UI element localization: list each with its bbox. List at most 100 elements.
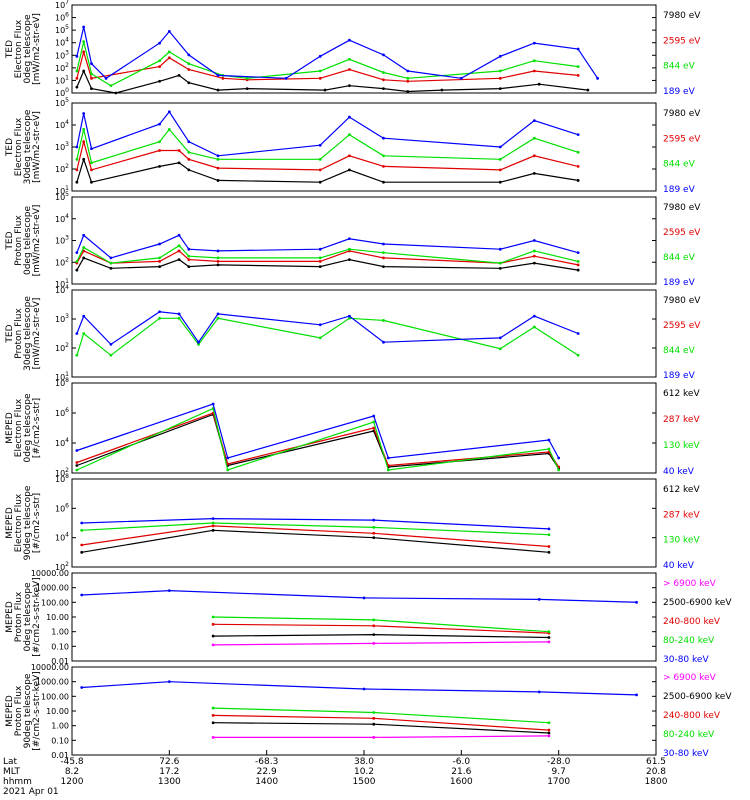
- data-point: [372, 722, 376, 726]
- y-tick-label: 0.10: [51, 642, 69, 651]
- y-axis-label: Electron Flux: [14, 493, 24, 552]
- data-point: [596, 76, 599, 80]
- data-point: [586, 88, 590, 92]
- series-2595-ev: [76, 49, 579, 82]
- data-point: [382, 136, 385, 140]
- data-point: [576, 332, 580, 335]
- data-point: [82, 332, 86, 335]
- data-point: [348, 84, 351, 88]
- data-point: [82, 140, 86, 144]
- data-point: [382, 251, 385, 255]
- data-point: [372, 420, 376, 424]
- series-189-ev: [76, 311, 579, 346]
- data-point: [177, 312, 181, 316]
- data-point: [90, 161, 93, 165]
- data-point: [382, 53, 385, 57]
- data-point: [187, 157, 191, 161]
- y-tick-label: 10000.00: [31, 663, 69, 672]
- y-axis-label: Proton Flux: [14, 308, 24, 359]
- data-point: [386, 456, 390, 460]
- x-tick-label: 1400: [255, 777, 278, 787]
- series-189-ev: [76, 26, 599, 80]
- y-axis-label: [#/cm2-s-str-keV]: [32, 577, 42, 656]
- series-40-kev: [76, 403, 560, 459]
- data-point: [177, 161, 181, 165]
- data-point: [75, 449, 79, 452]
- legend-entry: 2595 eV: [663, 228, 701, 238]
- data-point: [216, 154, 220, 158]
- data-point: [372, 414, 376, 418]
- data-point: [547, 728, 551, 732]
- x-row-label: hhmm: [3, 777, 32, 787]
- data-point: [158, 65, 162, 68]
- data-point: [80, 528, 84, 532]
- data-point: [382, 78, 385, 82]
- data-point: [75, 168, 79, 172]
- data-point: [197, 342, 200, 346]
- series-2500-6900-kev: [213, 633, 549, 639]
- y-tick-label: 103: [55, 235, 69, 246]
- data-point: [167, 110, 171, 114]
- legend-entry: 240-800 keV: [663, 617, 721, 627]
- data-point: [158, 79, 162, 83]
- data-point: [187, 53, 191, 57]
- data-point: [318, 247, 322, 251]
- data-point: [318, 256, 322, 260]
- data-point: [80, 686, 84, 689]
- data-point: [75, 76, 79, 80]
- data-point: [82, 25, 86, 29]
- data-point: [158, 242, 162, 246]
- data-point: [75, 54, 79, 58]
- data-point: [318, 157, 322, 161]
- data-point: [532, 59, 536, 63]
- data-point: [372, 518, 376, 522]
- y-axis-label: Proton Flux: [14, 685, 24, 736]
- legend-entry: 287 keV: [663, 510, 700, 520]
- legend-entry: 80-240 keV: [663, 636, 715, 646]
- y-axis-label: 0deg telescope: [23, 393, 33, 463]
- data-point: [576, 150, 580, 154]
- data-point: [90, 62, 93, 66]
- data-point: [90, 168, 93, 172]
- data-point: [498, 145, 502, 149]
- y-tick-label: 100.00: [41, 598, 69, 607]
- data-point: [90, 180, 93, 184]
- data-point: [158, 140, 162, 144]
- data-point: [177, 249, 181, 253]
- data-point: [348, 316, 351, 320]
- y-tick-label: 104: [55, 437, 69, 448]
- legend-entry: 130 keV: [663, 536, 700, 546]
- data-point: [211, 736, 215, 739]
- data-point: [90, 72, 93, 76]
- legend-entry: 189 eV: [663, 371, 696, 381]
- y-tick-label: 102: [55, 467, 69, 478]
- data-point: [167, 680, 171, 684]
- data-point: [382, 265, 385, 268]
- data-point: [216, 256, 220, 260]
- data-point: [547, 640, 551, 644]
- data-point: [547, 447, 551, 451]
- data-point: [226, 456, 230, 460]
- data-point: [576, 65, 580, 68]
- data-point: [187, 62, 191, 66]
- y-tick-label: 1000.00: [36, 678, 69, 687]
- data-point: [576, 353, 580, 357]
- data-point: [576, 179, 580, 182]
- x-tick-label: 22.9: [257, 767, 277, 777]
- data-point: [167, 589, 171, 592]
- data-point: [167, 127, 171, 131]
- data-point: [547, 533, 551, 537]
- series-2500-6900-kev: [213, 722, 549, 734]
- data-point: [406, 90, 410, 93]
- panel-meped-e-0: 102 104 106 108 MEPED Electron Flux 0deg teles…: [5, 377, 700, 478]
- y-tick-label: 106: [55, 12, 69, 23]
- data-point: [362, 596, 366, 600]
- legend-entry: 2595 eV: [663, 134, 701, 144]
- data-point: [187, 265, 191, 268]
- data-point: [576, 259, 580, 263]
- legend-entry: 2595 eV: [663, 321, 701, 331]
- y-axis-label: [#/cm2-s-str]: [32, 398, 42, 458]
- legend-entry: 240-800 keV: [663, 711, 721, 721]
- data-point: [90, 147, 93, 151]
- legend-entry: 2500-6900 keV: [663, 598, 732, 608]
